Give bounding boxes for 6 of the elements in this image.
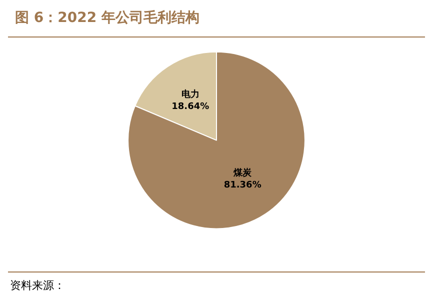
data-label: 81.36% (224, 180, 262, 191)
chart-title: 图 6：2022 年公司毛利结构 (15, 9, 200, 26)
slice-label: 煤炭 (232, 168, 253, 179)
data-label: 18.64% (172, 102, 210, 112)
slice-label: 电力 (181, 88, 200, 100)
text: 资料来源： (10, 279, 65, 292)
